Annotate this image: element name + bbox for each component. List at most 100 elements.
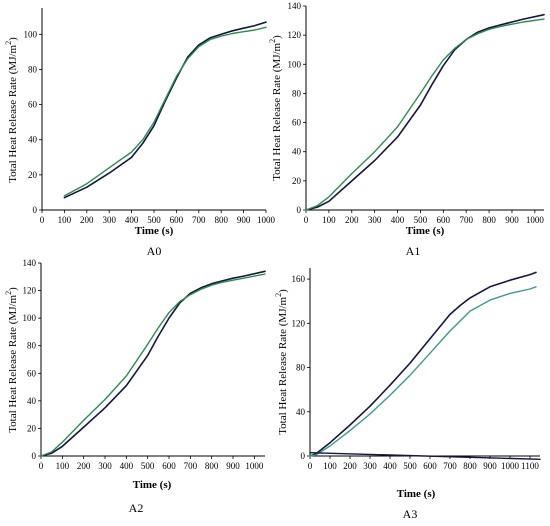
x-tick-label: 0 (40, 215, 45, 225)
x-tick-label: 400 (125, 215, 139, 225)
x-tick-label: 700 (192, 215, 206, 225)
y-tick-label: 100 (23, 313, 37, 323)
x-tick-label: 100 (322, 215, 336, 225)
x-axis-label: Time (s) (135, 225, 174, 237)
x-tick-label: 600 (170, 215, 184, 225)
y-tick-label: 0 (32, 451, 37, 461)
panel-caption: A3 (403, 507, 418, 521)
x-tick-label: 1100 (521, 461, 539, 471)
x-tick-label: 200 (80, 215, 94, 225)
panel-a0: 0 100 200 300 400 500 600 700 800 900 1000 0 20 40 60 8… (4, 8, 276, 258)
series-line-1 (305, 13, 545, 211)
x-tick-label: 900 (505, 215, 519, 225)
y-axis-label-sup: 2 (268, 39, 277, 43)
y-tick-label: 40 (27, 396, 37, 406)
y-tick-label: 140 (288, 1, 302, 11)
series-line-2 (309, 286, 537, 457)
x-tick-label: 900 (226, 461, 240, 471)
series-line-1 (309, 271, 537, 457)
x-axis-label: Time (s) (133, 479, 172, 491)
y-tick-label: 20 (292, 176, 302, 186)
x-tick-label: 300 (102, 215, 116, 225)
y-axis-label-main: Total Heat Release Rate (MJ/m (271, 42, 283, 180)
y-tick-label: 0 (301, 451, 306, 461)
x-tick-label: 1000 (245, 461, 264, 471)
x-tick-label: 100 (58, 215, 72, 225)
y-axis-label-sup: 2 (274, 293, 283, 297)
y-axis-label-sup: 2 (4, 41, 13, 45)
x-tick-label: 200 (343, 461, 357, 471)
x-tick-label: 100 (56, 461, 70, 471)
x-tick-label: 600 (437, 215, 451, 225)
x-tick-label: 400 (383, 461, 397, 471)
x-tick-label: 800 (463, 461, 477, 471)
x-tick-label: 0 (308, 461, 313, 471)
panel-caption: A1 (406, 244, 421, 258)
y-tick-label: 20 (28, 170, 38, 180)
x-tick-label: 900 (483, 461, 497, 471)
y-axis-label-end: ) (7, 287, 19, 291)
x-tick-label: 400 (120, 461, 134, 471)
y-axis-label-main: Total Heat Release Rate (MJ/m (277, 296, 289, 434)
y-tick-label: 40 (292, 147, 302, 157)
y-tick-label: 80 (28, 64, 38, 74)
x-axis-label: Time (s) (406, 225, 445, 237)
x-tick-label: 600 (423, 461, 437, 471)
x-tick-label: 100 (323, 461, 337, 471)
y-tick-label: 120 (288, 30, 302, 40)
y-axis-label: Total Heat Release Rate (MJ/m2) (274, 289, 289, 435)
y-tick-label: 60 (27, 368, 37, 378)
x-tick-label: 1000 (501, 461, 520, 471)
x-tick-label: 500 (403, 461, 417, 471)
y-tick-label: 80 (292, 88, 302, 98)
x-tick-label: 1000 (257, 215, 276, 225)
x-tick-label: 0 (304, 215, 309, 225)
x-tick-label: 300 (98, 461, 112, 471)
x-tick-label: 500 (141, 461, 155, 471)
x-tick-label: 0 (39, 461, 44, 471)
y-tick-label: 80 (27, 341, 37, 351)
y-tick-label: 20 (27, 423, 37, 433)
series-line-3 (309, 452, 541, 460)
x-tick-label: 400 (391, 215, 405, 225)
y-tick-label: 80 (296, 363, 306, 373)
x-tick-label: 500 (147, 215, 161, 225)
x-tick-label: 800 (482, 215, 496, 225)
y-axis-label: Total Heat Release Rate (MJ/m2) (268, 35, 283, 181)
x-tick-label: 700 (443, 461, 457, 471)
x-tick-label: 200 (77, 461, 91, 471)
y-tick-label: 40 (28, 135, 38, 145)
panel-caption: A2 (129, 501, 144, 515)
x-tick-label: 200 (345, 215, 359, 225)
y-axis-label-end: ) (271, 35, 283, 39)
series-line-2 (40, 273, 266, 457)
y-axis-label: Total Heat Release Rate (MJ/m2) (4, 287, 19, 433)
x-tick-label: 1000 (526, 215, 545, 225)
y-tick-label: 140 (23, 258, 37, 268)
y-tick-label: 120 (292, 318, 306, 328)
y-axis-label-main: Total Heat Release Rate (MJ/m (7, 44, 19, 182)
x-axis-label: Time (s) (397, 488, 436, 500)
y-tick-label: 100 (24, 29, 38, 39)
y-axis-label-end: ) (7, 37, 19, 41)
y-axis-label-sup: 2 (4, 291, 13, 295)
x-tick-label: 300 (363, 461, 377, 471)
y-axis-label: Total Heat Release Rate (MJ/m2) (4, 37, 19, 183)
x-tick-label: 800 (205, 461, 219, 471)
y-tick-label: 0 (297, 205, 302, 215)
panel-caption: A0 (147, 244, 162, 258)
x-tick-label: 800 (214, 215, 228, 225)
y-tick-label: 60 (28, 100, 38, 110)
panel-a1: 0 100 200 300 400 500 600 700 800 900 1000 0 20 40 60 8… (268, 1, 545, 258)
y-tick-label: 120 (23, 286, 37, 296)
series-line-2 (63, 26, 267, 197)
x-tick-label: 300 (368, 215, 382, 225)
panel-a3: 0 100 200 300 400 500 600 700 800 900 1000 1100 0 40 8… (274, 268, 541, 521)
y-tick-label: 160 (292, 274, 306, 284)
y-tick-label: 60 (292, 118, 302, 128)
x-tick-label: 600 (162, 461, 176, 471)
x-tick-label: 900 (237, 215, 251, 225)
series-line-1 (40, 270, 266, 457)
x-tick-label: 700 (184, 461, 198, 471)
